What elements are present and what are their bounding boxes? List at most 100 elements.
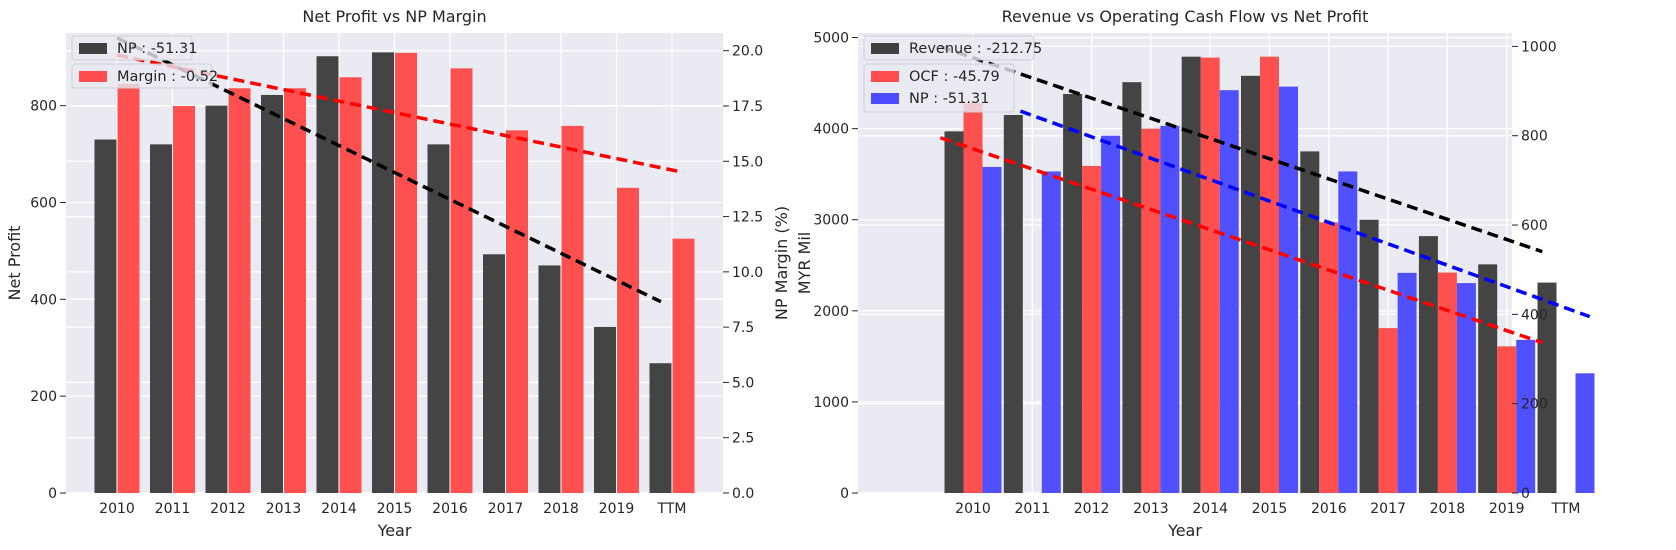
bar-3 — [1338, 171, 1358, 494]
bar-1 — [205, 105, 228, 493]
x-tick-label: 2016 — [432, 501, 468, 517]
y2-tick-label: 200 — [1521, 397, 1548, 413]
bar-1 — [94, 139, 117, 494]
y2-tick-label: 5.0 — [732, 375, 754, 391]
y2-tick-label: 0 — [1521, 486, 1530, 502]
bar-3 — [1575, 373, 1595, 493]
x-tick-label: 2011 — [1014, 501, 1050, 517]
x-axis-label: Year — [377, 521, 412, 540]
bar-1 — [261, 94, 283, 494]
y-tick-label: 400 — [30, 292, 57, 308]
bar-1 — [1418, 236, 1438, 493]
trend-line — [116, 36, 662, 304]
bar-3 — [1101, 135, 1121, 493]
bar-3 — [982, 166, 1002, 493]
x-tick-label: 2011 — [155, 501, 191, 517]
y2-tick-label: 0.0 — [732, 486, 754, 502]
y2-tick-label: 10.0 — [732, 265, 763, 281]
bar-1 — [649, 363, 672, 493]
trend-line — [939, 45, 1543, 254]
bar-2 — [1141, 128, 1161, 494]
x-tick-label: 2018 — [1430, 501, 1466, 517]
bar-1 — [1063, 94, 1083, 494]
y2-tick-label: 15.0 — [732, 154, 763, 170]
y2-tick-label: 7.5 — [732, 320, 754, 336]
y-tick-label: 3000 — [813, 213, 849, 229]
x-tick-label: TTM — [1551, 501, 1581, 517]
bar-2 — [963, 103, 983, 493]
y2-tick-label: 600 — [1521, 218, 1548, 234]
bar-2 — [117, 83, 140, 493]
y-tick-label: 2000 — [813, 304, 849, 320]
legend-swatch — [871, 43, 899, 54]
bar-3 — [1219, 90, 1239, 494]
x-tick-label: 2010 — [99, 501, 135, 517]
bar-1 — [427, 144, 450, 494]
x-tick-label: 2018 — [543, 501, 579, 517]
bar-3 — [1279, 86, 1298, 494]
bar-2 — [1082, 165, 1102, 493]
bar-2 — [395, 52, 417, 494]
x-tick-label: 2010 — [955, 501, 991, 517]
x-tick-label: TTM — [657, 501, 687, 517]
bar-1 — [1537, 282, 1557, 493]
y-tick-label: 200 — [30, 389, 57, 405]
x-tick-label: 2012 — [210, 501, 246, 517]
legend-swatch — [871, 93, 899, 104]
legend-swatch — [871, 71, 899, 82]
bar-2 — [672, 238, 695, 493]
y2-tick-label: 800 — [1521, 129, 1548, 145]
y2-tick-label: 12.5 — [732, 210, 763, 226]
bar-1 — [1181, 56, 1201, 493]
bar-1 — [1122, 82, 1142, 494]
chart-panel-1: 0 200 400 600 800 0.0 2.5 5.0 7.5 10.0 12.5 15.0 17.… — [5, 7, 791, 540]
x-tick-label: 2019 — [599, 501, 635, 517]
bar-2 — [1378, 328, 1398, 493]
y2-axis-label: NP Margin (%) — [772, 206, 791, 320]
bar-3 — [1456, 283, 1476, 493]
x-tick-label: 2017 — [488, 501, 524, 517]
x-tick-label: 2015 — [1252, 501, 1288, 517]
bar-2 — [1497, 346, 1517, 493]
bar-2 — [1260, 56, 1279, 493]
bar-1 — [1300, 151, 1320, 494]
chart-title: Net Profit vs NP Margin — [302, 7, 486, 26]
y2-tick-label: 17.5 — [732, 99, 763, 115]
bar-3 — [1397, 272, 1417, 493]
y2-tick-label: 1000 — [1521, 39, 1557, 55]
bar-1 — [1003, 114, 1023, 494]
bar-1 — [1241, 75, 1260, 493]
trend-line — [116, 53, 684, 175]
bar-2 — [617, 187, 639, 494]
legend-label: NP : -51.31 — [909, 91, 989, 107]
legend-box — [863, 35, 1035, 61]
y2-tick-label: 400 — [1521, 307, 1548, 323]
trend-line — [939, 136, 1543, 345]
legend-label: NP : -51.31 — [117, 41, 197, 57]
x-tick-label: 2014 — [321, 501, 357, 517]
y-tick-label: 0 — [48, 486, 57, 502]
bar-3 — [1516, 339, 1536, 493]
bar-3 — [1041, 171, 1061, 494]
bar-1 — [1478, 264, 1498, 493]
y2-tick-label: 20.0 — [732, 44, 763, 60]
x-tick-label: 2019 — [1489, 501, 1525, 517]
bar-1 — [594, 326, 616, 493]
bar-1 — [483, 254, 505, 493]
legend-label: OCF : -45.79 — [909, 69, 1000, 85]
x-tick-label: 2016 — [1311, 501, 1347, 517]
bar-2 — [506, 130, 528, 494]
bar-2 — [339, 77, 362, 493]
y-tick-label: 800 — [30, 99, 57, 115]
bar-2 — [450, 68, 473, 493]
x-tick-label: 2017 — [1370, 501, 1406, 517]
bar-1 — [316, 56, 339, 494]
legend-swatch — [79, 43, 107, 54]
bar-1 — [372, 52, 394, 494]
legend-swatch — [79, 71, 107, 82]
bar-3 — [1160, 125, 1180, 494]
y-tick-label: 5000 — [813, 31, 849, 47]
y2-tick-label: 2.5 — [732, 431, 754, 447]
